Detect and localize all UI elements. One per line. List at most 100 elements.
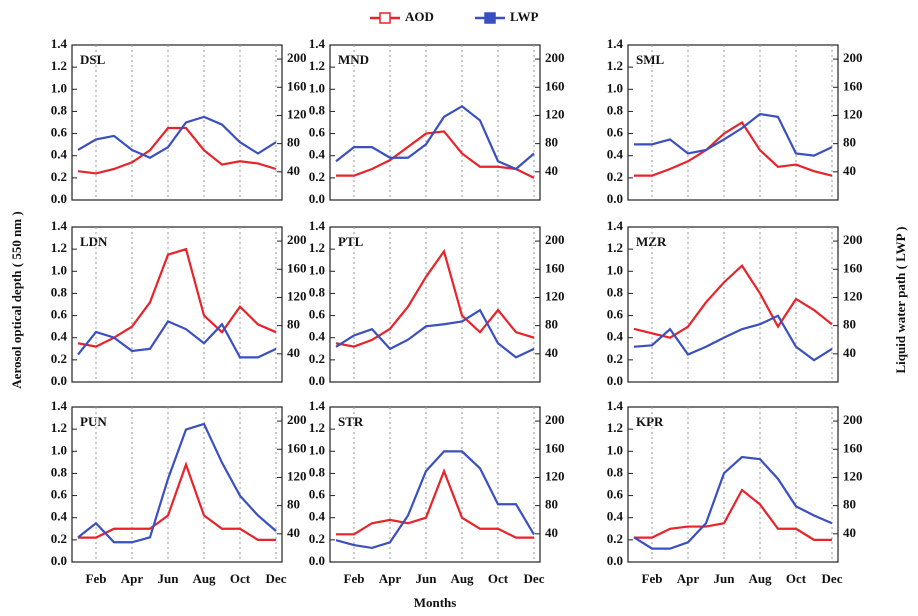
y-tick-label: 1.4 [607,36,624,51]
y2-tick-label: 160 [843,260,863,275]
x-tick-label: Oct [488,571,509,586]
y2-tick-label: 40 [287,345,300,360]
y-tick-label: 1.0 [309,80,325,95]
y-tick-label: 0.8 [309,284,326,299]
plot-frame [627,44,839,201]
y-tick-label: 0.0 [607,553,623,568]
y-tick-label: 0.2 [51,351,67,366]
y2-tick-label: 80 [545,135,558,150]
y2-tick-label: 160 [287,440,307,455]
y-tick-label: 0.8 [607,464,624,479]
x-tick-label: Aug [748,571,772,586]
y-tick-label: 1.2 [607,58,623,73]
panel-label: PUN [80,414,107,429]
y-tick-label: 1.0 [309,442,325,457]
y2-tick-label: 200 [545,50,565,65]
x-tick-label: Oct [230,571,251,586]
y2-tick-label: 200 [843,412,863,427]
y2-tick-label: 120 [287,288,307,303]
y-tick-label: 0.6 [51,125,68,140]
y-tick-label: 0.8 [607,284,624,299]
y-tick-label: 0.4 [51,147,68,162]
series-line [335,248,535,348]
x-tick-label: Jun [158,571,180,586]
x-tick-label: Jun [714,571,736,586]
y-tick-label: 0.6 [607,487,624,502]
y2-tick-label: 120 [843,106,863,121]
y2-tick-label: 160 [843,440,863,455]
series-line [634,121,833,177]
y2-tick-label: 40 [545,163,558,178]
x-tick-label: Oct [786,571,807,586]
y-tick-label: 0.8 [309,102,326,117]
series-line [77,126,277,175]
plot-frame [627,406,839,563]
y-tick-label: 0.4 [309,329,326,344]
y-tick-label: 0.0 [309,191,325,206]
y2-tick-label: 120 [843,288,863,303]
y2-tick-label: 120 [545,288,565,303]
series-line [633,264,833,339]
x-tick-label: Feb [344,571,365,586]
y2-tick-label: 120 [287,468,307,483]
y2-tick-label: 80 [843,317,856,332]
y2-tick-label: 120 [843,468,863,483]
series-line [633,314,833,362]
y-tick-label: 1.0 [51,262,67,277]
y-tick-label: 0.2 [607,531,623,546]
y2-tick-label: 200 [545,232,565,247]
y2-tick-label: 160 [843,78,863,93]
y2-tick-label: 80 [843,497,856,512]
y-tick-label: 1.2 [51,420,67,435]
y-tick-label: 0.8 [51,102,68,117]
panel-label: DSL [80,52,106,67]
series-line [634,112,833,157]
y2-tick-label: 40 [287,525,300,540]
y-tick-label: 0.6 [309,487,326,502]
y-tick-label: 0.6 [51,307,68,322]
legend-label: AOD [405,9,434,24]
series-line [77,320,277,359]
y2-tick-label: 160 [545,78,565,93]
y-tick-label: 1.0 [309,262,325,277]
y2-tick-label: 80 [287,317,300,332]
y-tick-label: 1.4 [309,398,326,413]
y-tick-label: 1.0 [607,442,623,457]
y-tick-label: 0.0 [309,553,325,568]
panel-label: SML [636,52,665,67]
y2-tick-label: 40 [843,525,856,540]
y-tick-label: 1.0 [51,442,67,457]
plot-frame [329,44,541,201]
y-tick-label: 1.4 [309,36,326,51]
y2-tick-label: 160 [287,78,307,93]
series-line [634,488,832,541]
y-tick-label: 1.0 [51,80,67,95]
y-tick-label: 0.4 [607,147,624,162]
series-line [77,422,277,544]
y-tick-label: 0.2 [309,169,325,184]
x-tick-label: Apr [677,571,700,586]
y2-tick-label: 160 [545,260,565,275]
y2-tick-label: 200 [545,412,565,427]
y-tick-label: 0.2 [607,351,623,366]
y-tick-label: 1.4 [51,218,68,233]
series-line [336,468,534,539]
y-tick-label: 0.4 [51,329,68,344]
y-tick-label: 0.2 [309,351,325,366]
y-tick-label: 1.2 [51,58,67,73]
y2-tick-label: 40 [843,345,856,360]
y-tick-label: 0.0 [51,373,67,388]
plot-frame [71,226,283,383]
y2-tick-label: 120 [545,106,565,121]
x-tick-label: Aug [192,571,216,586]
y2-tick-label: 120 [287,106,307,121]
plot-frame [71,44,283,201]
plot-frame [71,406,283,563]
y-tick-label: 1.2 [309,420,325,435]
panel-label: STR [338,414,364,429]
y-tick-label: 1.4 [607,218,624,233]
y-tick-label: 0.4 [607,329,624,344]
y-tick-label: 0.8 [51,464,68,479]
y2-tick-label: 40 [545,525,558,540]
